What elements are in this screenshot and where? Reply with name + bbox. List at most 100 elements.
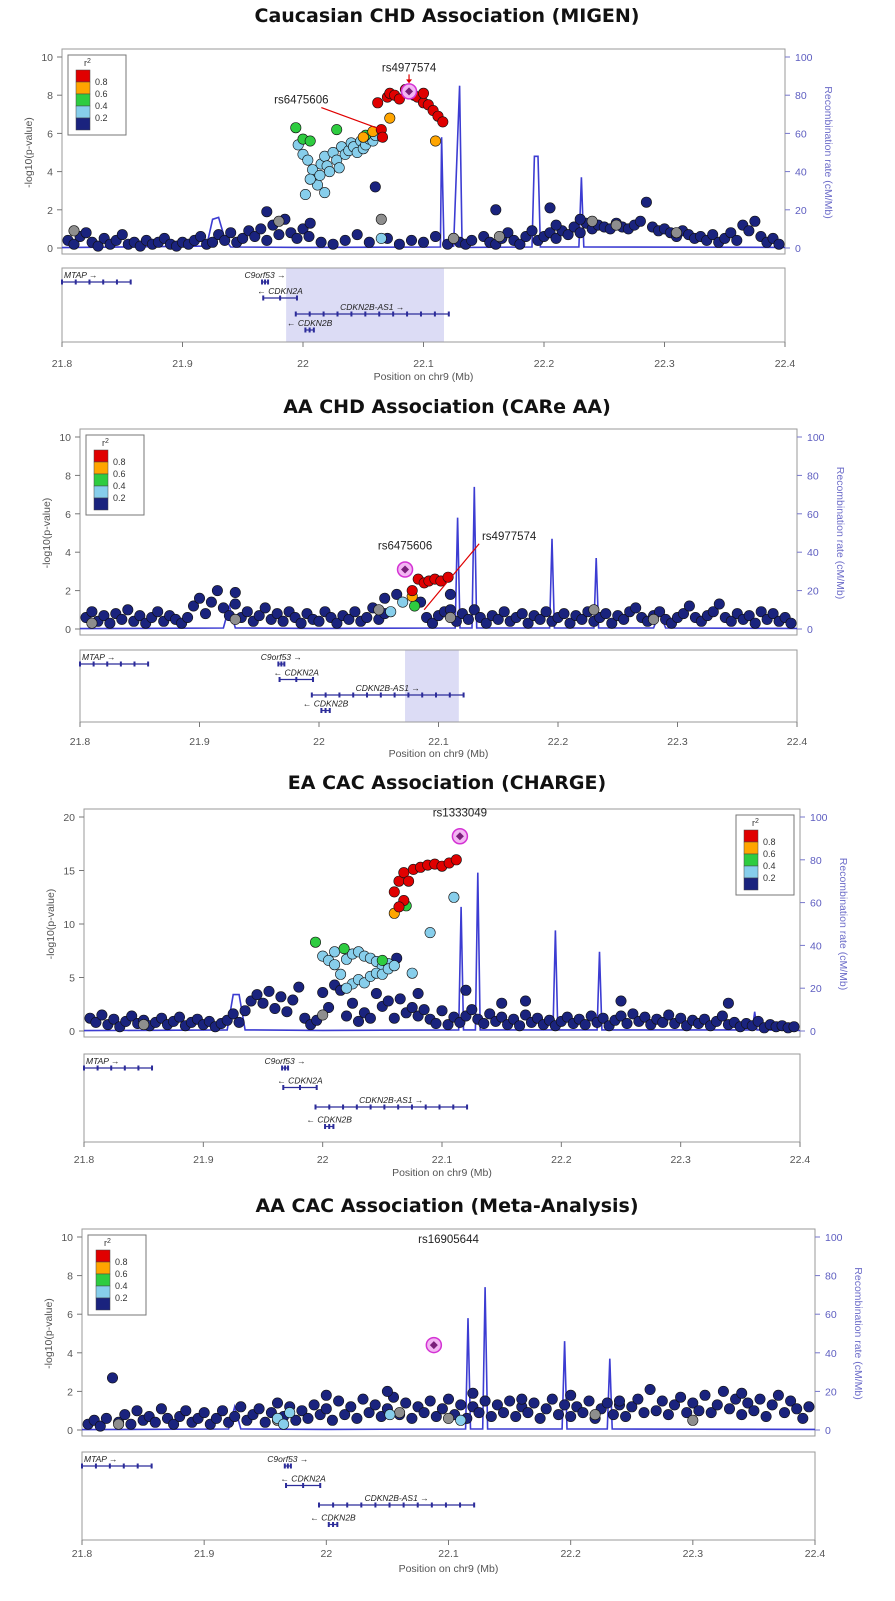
y-tick-label: 2 (47, 205, 53, 217)
snp-point (803, 1401, 815, 1413)
snp-point (705, 1407, 717, 1419)
snp-point (406, 585, 418, 597)
annotation-label: rs4977574 (482, 531, 537, 543)
snp-point (284, 1407, 296, 1419)
snp-point (251, 989, 263, 1001)
gene-exon (324, 708, 327, 713)
snp-point (663, 1009, 675, 1021)
y-axis-label: -log10(p-value) (41, 498, 53, 569)
snp-point (388, 960, 400, 972)
gene-label: MTAP → (64, 270, 98, 280)
snp-point (677, 608, 689, 620)
gene-exon (324, 1124, 327, 1129)
snp-point (259, 602, 271, 614)
snp-point (687, 1397, 699, 1409)
snp-point (405, 234, 417, 246)
gene-exon (452, 1104, 455, 1110)
gene-exon (378, 311, 381, 317)
legend-label: 0.8 (763, 837, 776, 847)
snp-point (351, 229, 363, 241)
y-tick-label: 4 (65, 547, 71, 559)
gene-exon (283, 661, 286, 667)
snp-point (295, 617, 307, 629)
snp-point (393, 238, 405, 250)
snp-point (210, 1412, 222, 1424)
y2-tick-label: 0 (795, 243, 801, 255)
x-tick-label: 22.1 (413, 358, 434, 370)
legend-swatch (95, 1285, 111, 1299)
snp-point (707, 606, 719, 618)
snp-point (437, 116, 449, 128)
snp-point (589, 1409, 601, 1421)
snp-point (514, 238, 526, 250)
snp-point (333, 162, 345, 174)
snp-point (498, 606, 510, 618)
snp-point (271, 608, 283, 620)
gene-exon (360, 1502, 363, 1508)
snp-point (376, 954, 388, 966)
legend-swatch (95, 1297, 111, 1311)
snp-point (291, 232, 303, 244)
snp-point (681, 1407, 693, 1419)
series-r2-0.6-0.8 (357, 112, 441, 147)
snp-point (519, 995, 531, 1007)
snp-point (217, 1405, 229, 1417)
snp-point (259, 1416, 271, 1428)
snp-point (403, 875, 415, 887)
y2-axis-label: Recombination rate (cM/Mb) (822, 86, 834, 218)
gene-exon (289, 1463, 292, 1469)
x-tick-label: 22.3 (683, 1548, 704, 1560)
gene-exon (147, 661, 150, 667)
y-tick-label: 10 (41, 52, 53, 64)
gene-exon (310, 692, 313, 698)
snp-point (323, 1001, 335, 1013)
legend-label: 0.2 (763, 873, 776, 883)
snp-point (693, 1405, 705, 1417)
y-tick-label: 0 (69, 1026, 75, 1038)
snp-point (562, 229, 574, 241)
snp-point (442, 1412, 454, 1424)
x-tick-label: 22.4 (790, 1154, 811, 1166)
plot-frame (79, 428, 798, 636)
y2-tick-label: 60 (795, 128, 807, 140)
snp-point (418, 1407, 430, 1419)
gene-label: CDKN2B-AS1 → (364, 1493, 428, 1503)
snp-point (329, 946, 341, 958)
y-tick-label: 0 (65, 624, 71, 636)
snp-point (540, 606, 552, 618)
gene-exon (318, 1502, 321, 1508)
snp-point (455, 1399, 467, 1411)
legend-swatch (743, 829, 759, 843)
snp-point (235, 1401, 247, 1413)
snp-point (565, 1411, 577, 1423)
snp-point (363, 1407, 375, 1419)
gene-exon (374, 1502, 377, 1508)
y-tick-label: 0 (47, 243, 53, 255)
y2-tick-label: 20 (795, 205, 807, 217)
gene-exon (267, 279, 270, 285)
snp-point (261, 234, 273, 246)
y2-tick-label: 0 (810, 1026, 816, 1038)
gene-exon (364, 311, 367, 317)
gene-exon (346, 1502, 349, 1508)
snp-point (493, 231, 505, 243)
gene-exon (264, 279, 267, 285)
legend-swatch (93, 461, 109, 475)
series-r2-0.4-0.6 (409, 600, 421, 612)
panel-4: AA CAC Association (Meta-Analysis) 0 2 4 6 8 1… (43, 1195, 864, 1575)
snp-point (271, 1397, 283, 1409)
snp-point (68, 238, 80, 250)
x-tick-label: 21.8 (52, 358, 73, 370)
snp-point (417, 236, 429, 248)
gene-exon (393, 692, 396, 698)
series-r2-0.8-1.0 (406, 571, 454, 597)
snp-point (261, 206, 273, 218)
y-axis-label: -log10(p-value) (43, 1298, 55, 1369)
snp-point (384, 112, 396, 124)
x-tick-label: 22 (317, 1154, 329, 1166)
snp-point (188, 600, 200, 612)
snp-point (516, 608, 528, 620)
snp-point (766, 1399, 778, 1411)
gene-label: ← CDKN2A (277, 1076, 323, 1086)
snp-point (540, 1403, 552, 1415)
